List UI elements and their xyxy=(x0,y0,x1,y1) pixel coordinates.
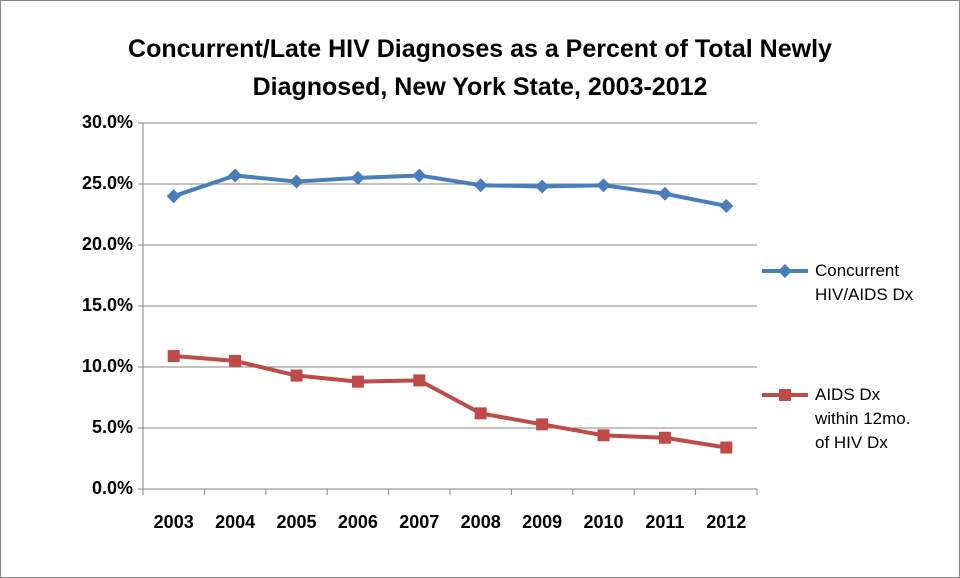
y-tick-label: 30.0% xyxy=(82,112,133,132)
x-tick-label: 2010 xyxy=(583,512,623,532)
y-tick-label: 25.0% xyxy=(82,173,133,193)
x-tick-label: 2005 xyxy=(276,512,316,532)
x-tick-label: 2008 xyxy=(461,512,501,532)
y-tick-label: 15.0% xyxy=(82,295,133,315)
marker xyxy=(413,374,426,387)
x-tick-label: 2009 xyxy=(522,512,562,532)
marker xyxy=(350,170,365,185)
marker xyxy=(720,441,733,454)
marker xyxy=(166,189,181,204)
x-tick-label: 2012 xyxy=(706,512,746,532)
marker xyxy=(290,369,303,382)
legend-label: AIDS Dx within 12mo. of HIV Dx xyxy=(815,385,911,452)
marker xyxy=(658,431,671,444)
y-tick-label: 5.0% xyxy=(92,417,133,437)
marker xyxy=(779,389,791,401)
marker xyxy=(596,178,611,193)
marker xyxy=(289,174,304,189)
legend-label: Concurrent HIV/AIDS Dx xyxy=(815,261,914,304)
series-line xyxy=(173,354,727,450)
x-tick-label: 2006 xyxy=(338,512,378,532)
marker xyxy=(167,350,180,363)
marker xyxy=(535,179,550,194)
x-tick-label: 2007 xyxy=(399,512,439,532)
marker xyxy=(228,168,243,183)
x-tick-label: 2011 xyxy=(645,512,684,532)
marker xyxy=(412,168,427,183)
series-line xyxy=(173,173,727,208)
marker xyxy=(474,407,487,420)
marker xyxy=(473,178,488,193)
marker xyxy=(597,429,610,442)
marker xyxy=(229,354,242,367)
y-tick-label: 10.0% xyxy=(82,356,133,376)
chart-title: Concurrent/Late HIV Diagnoses as a Perce… xyxy=(128,35,832,101)
y-tick-label: 0.0% xyxy=(92,478,133,498)
y-tick-label: 20.0% xyxy=(82,234,133,254)
x-tick-label: 2004 xyxy=(215,512,255,532)
marker xyxy=(778,264,792,278)
x-tick-label: 2003 xyxy=(154,512,194,532)
marker xyxy=(351,375,364,388)
marker xyxy=(719,198,734,213)
marker xyxy=(536,418,549,431)
marker xyxy=(657,186,672,201)
